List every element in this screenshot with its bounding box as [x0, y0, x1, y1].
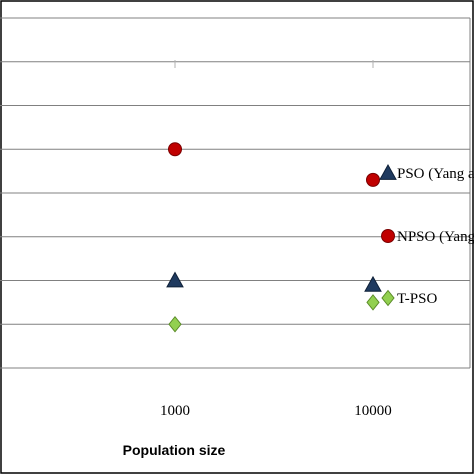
data-points [166, 142, 382, 333]
legend: PSO (Yang a NPSO (Yang T-PSO [379, 163, 474, 307]
data-point-triangle-1000 [166, 271, 184, 288]
x-tick-label-10000: 10000 [354, 403, 392, 419]
legend-label-0: PSO (Yang a [397, 166, 474, 182]
legend-marker-circle [381, 229, 395, 243]
data-point-diamond-1000 [168, 315, 182, 333]
data-point-diamond-10000 [366, 294, 380, 311]
legend-label-2: T-PSO [397, 291, 437, 307]
legend-label-1: NPSO (Yang [397, 229, 474, 245]
x-tick-label-1000: 1000 [160, 403, 190, 419]
data-point-triangle-10000 [364, 275, 382, 292]
data-point-circle-10000 [366, 172, 380, 187]
data-point-circle-1000 [168, 142, 182, 157]
legend-marker-diamond [381, 289, 395, 307]
vertical-gridlines [174, 60, 374, 68]
x-axis-label: Population size [123, 442, 226, 458]
legend-marker-triangle [379, 163, 397, 180]
